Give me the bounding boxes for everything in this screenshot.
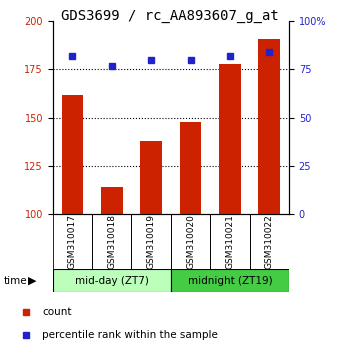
Bar <box>180 121 201 214</box>
Text: GSM310022: GSM310022 <box>265 214 274 269</box>
Bar <box>171 269 289 292</box>
Text: GSM310018: GSM310018 <box>107 214 116 269</box>
Text: GSM310019: GSM310019 <box>147 214 156 269</box>
Text: time: time <box>3 275 27 286</box>
Bar <box>171 214 210 269</box>
Bar <box>140 141 162 214</box>
Bar <box>219 64 241 214</box>
Bar <box>53 269 171 292</box>
Text: GDS3699 / rc_AA893607_g_at: GDS3699 / rc_AA893607_g_at <box>61 9 279 23</box>
Text: GSM310020: GSM310020 <box>186 214 195 269</box>
Text: percentile rank within the sample: percentile rank within the sample <box>42 330 218 341</box>
Text: mid-day (ZT7): mid-day (ZT7) <box>75 275 149 286</box>
Text: ▶: ▶ <box>28 275 36 286</box>
Bar <box>210 214 250 269</box>
Bar <box>53 214 92 269</box>
Bar <box>62 95 83 214</box>
Bar <box>258 39 280 214</box>
Bar <box>250 214 289 269</box>
Text: GSM310017: GSM310017 <box>68 214 77 269</box>
Bar <box>101 187 123 214</box>
Text: midnight (ZT19): midnight (ZT19) <box>188 275 272 286</box>
Text: count: count <box>42 307 72 318</box>
Bar <box>132 214 171 269</box>
Bar <box>92 214 132 269</box>
Text: GSM310021: GSM310021 <box>225 214 234 269</box>
